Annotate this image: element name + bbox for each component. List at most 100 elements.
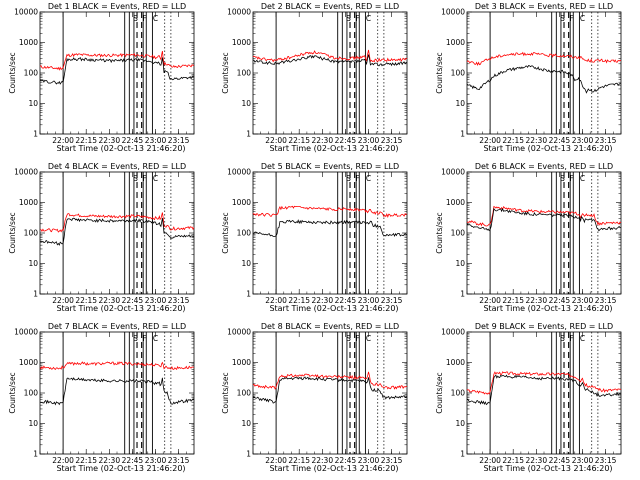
- x-tick-label: 23:00: [572, 456, 594, 465]
- y-tick-label: 1000: [232, 38, 251, 47]
- x-tick-label: 22:45: [549, 136, 571, 145]
- x-tick-label: 22:00: [52, 296, 74, 305]
- events-series-line: [39, 377, 195, 406]
- y-tick-label: 100: [451, 389, 466, 398]
- x-axis-label: Start Time (02-Oct-13 21:46:20): [483, 464, 612, 473]
- y-axis-label: Counts/sec: [8, 212, 17, 253]
- y-axis-label: Counts/sec: [8, 372, 17, 413]
- x-axis-label: Start Time (02-Oct-13 21:46:20): [269, 304, 398, 313]
- x-axis-label: Start Time (02-Oct-13 21:46:20): [56, 144, 185, 153]
- x-tick-label: 22:00: [52, 136, 74, 145]
- y-tick-label: 100: [24, 389, 39, 398]
- y-axis-label: Counts/sec: [435, 52, 444, 93]
- x-axis-label: Start Time (02-Oct-13 21:46:20): [56, 464, 185, 473]
- panel-det-1: Det 1 BLACK = Events, RED = LLD 1 10 100 100…: [8, 2, 195, 153]
- x-tick-label: 23:15: [595, 296, 617, 305]
- marker-label-s: S: [133, 174, 138, 183]
- marker-label-f: F: [143, 14, 147, 23]
- marker-label-c: C: [153, 14, 158, 23]
- panel-det-2: Det 2 BLACK = Events, RED = LLD 1 10 100 100…: [221, 2, 408, 153]
- x-tick-label: 22:45: [549, 456, 571, 465]
- y-tick-label: 1: [246, 290, 251, 299]
- marker-label-f: F: [570, 174, 574, 183]
- x-tick-label: 22:00: [479, 296, 501, 305]
- marker-label-f: F: [356, 334, 360, 343]
- y-tick-label: 1000: [19, 358, 38, 367]
- x-tick-label: 23:00: [358, 456, 380, 465]
- x-axis-label: Start Time (02-Oct-13 21:46:20): [269, 144, 398, 153]
- panel-det-6: Det 6 BLACK = Events, RED = LLD 1 10 100 100…: [435, 162, 622, 313]
- marker-label-c: C: [580, 334, 585, 343]
- y-tick-label: 10: [455, 419, 465, 428]
- y-tick-label: 100: [237, 389, 252, 398]
- x-tick-label: 22:30: [311, 136, 333, 145]
- y-tick-label: 1000: [446, 38, 465, 47]
- x-tick-label: 23:15: [381, 456, 403, 465]
- y-tick-label: 100: [24, 69, 39, 78]
- lld-series-line: [252, 205, 408, 218]
- panel-title: Det 7 BLACK = Events, RED = LLD: [48, 322, 186, 331]
- events-series-line: [39, 57, 195, 85]
- marker-label-f: F: [356, 14, 360, 23]
- lld-series-line: [39, 361, 195, 370]
- x-axis-label: Start Time (02-Oct-13 21:46:20): [483, 144, 612, 153]
- marker-label-f: F: [143, 174, 147, 183]
- events-series-line: [466, 207, 622, 232]
- panel-title: Det 4 BLACK = Events, RED = LLD: [48, 162, 186, 171]
- x-tick-label: 23:15: [595, 456, 617, 465]
- panel-det-7: Det 7 BLACK = Events, RED = LLD 1 10 100 100…: [8, 322, 195, 473]
- x-axis-label: Start Time (02-Oct-13 21:46:20): [56, 304, 185, 313]
- x-axis-label: Start Time (02-Oct-13 21:46:20): [483, 304, 612, 313]
- y-axis-label: Counts/sec: [8, 52, 17, 93]
- marker-label-c: C: [580, 14, 585, 23]
- y-tick-label: 100: [24, 229, 39, 238]
- x-tick-label: 22:45: [335, 456, 357, 465]
- y-tick-label: 10000: [441, 328, 465, 337]
- y-tick-label: 10: [241, 259, 251, 268]
- x-tick-label: 23:00: [358, 296, 380, 305]
- marker-label-c: C: [366, 174, 371, 183]
- y-tick-label: 1: [460, 450, 465, 459]
- marker-label-c: C: [366, 334, 371, 343]
- events-series-line: [252, 219, 407, 238]
- panel-title: Det 2 BLACK = Events, RED = LLD: [261, 2, 399, 11]
- panel-det-5: Det 5 BLACK = Events, RED = LLD 1 10 100 100…: [221, 162, 408, 313]
- marker-label-c: C: [153, 174, 158, 183]
- marker-label-f: F: [356, 174, 360, 183]
- y-tick-label: 10000: [14, 328, 38, 337]
- x-tick-label: 22:45: [122, 456, 144, 465]
- marker-label-s: S: [346, 14, 351, 23]
- x-tick-label: 22:30: [98, 136, 120, 145]
- lld-series-line: [39, 51, 195, 71]
- x-tick-label: 22:30: [98, 296, 120, 305]
- marker-label-s: S: [346, 174, 351, 183]
- x-tick-label: 22:00: [52, 456, 74, 465]
- y-tick-label: 10000: [14, 8, 38, 17]
- y-axis-label: Counts/sec: [435, 372, 444, 413]
- x-tick-label: 23:00: [145, 456, 167, 465]
- y-tick-label: 100: [451, 229, 466, 238]
- x-tick-label: 22:15: [288, 456, 310, 465]
- marker-label-s: S: [133, 14, 138, 23]
- panel-title: Det 6 BLACK = Events, RED = LLD: [475, 162, 613, 171]
- lld-series-line: [466, 51, 622, 66]
- y-tick-label: 10000: [441, 8, 465, 17]
- panel-title: Det 1 BLACK = Events, RED = LLD: [48, 2, 186, 11]
- y-tick-label: 1: [460, 130, 465, 139]
- panel-title: Det 8 BLACK = Events, RED = LLD: [261, 322, 399, 331]
- x-tick-label: 22:00: [479, 136, 501, 145]
- x-tick-label: 23:15: [168, 296, 190, 305]
- marker-label-f: F: [570, 14, 574, 23]
- y-tick-label: 1: [33, 450, 38, 459]
- y-tick-label: 1000: [446, 358, 465, 367]
- events-series-line: [252, 54, 408, 67]
- x-tick-label: 22:15: [288, 296, 310, 305]
- x-tick-label: 23:15: [168, 456, 190, 465]
- lld-series-line: [252, 371, 408, 390]
- panel-det-4: Det 4 BLACK = Events, RED = LLD 1 10 100 100…: [8, 162, 195, 313]
- y-tick-label: 1000: [232, 198, 251, 207]
- y-tick-label: 10: [455, 259, 465, 268]
- x-tick-label: 22:45: [335, 136, 357, 145]
- marker-label-c: C: [366, 14, 371, 23]
